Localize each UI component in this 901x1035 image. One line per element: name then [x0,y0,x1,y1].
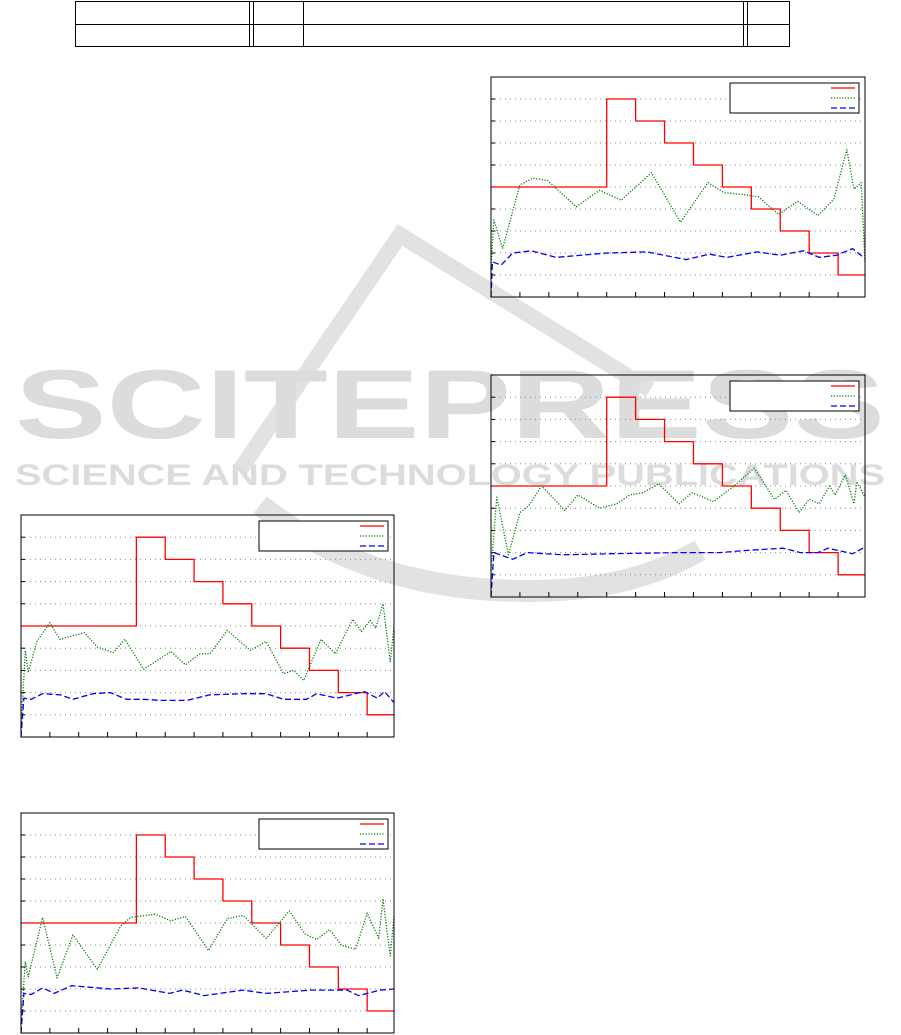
series-dashed-line [490,247,866,298]
table [75,1,790,47]
series-dotted-line [490,148,866,269]
table-column-divider [743,2,744,46]
series-dashed-line [20,690,395,738]
chart-1 [490,76,866,298]
chart-2 [490,374,866,598]
plot-frame [490,76,866,298]
series-dotted-line [490,467,866,571]
plot-frame [20,514,395,738]
table-column-divider [747,2,748,46]
series-step-line [491,98,865,276]
series-dashed-line [490,546,866,598]
series-step-line [21,536,394,716]
series-step-line [21,834,394,1012]
series-step-line [491,396,865,576]
series-dotted-line [20,898,395,1025]
table-column-divider [253,2,254,46]
table-row-divider [76,24,789,25]
chart-3 [20,514,395,738]
table-column-divider [249,2,250,46]
series-dashed-line [20,985,395,1034]
plot-frame [490,374,866,598]
series-dotted-line [20,603,395,731]
chart-4 [20,812,395,1034]
plot-frame [20,812,395,1034]
table-column-divider [303,2,304,46]
